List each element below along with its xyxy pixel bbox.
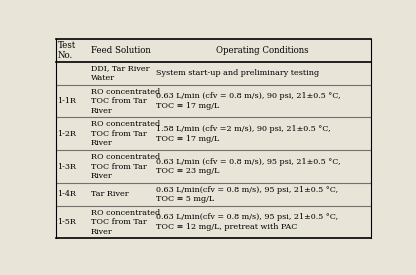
Text: System start-up and preliminary testing: System start-up and preliminary testing — [156, 69, 319, 77]
Text: 0.63 L/min(cfv = 0.8 m/s), 95 psi, 21±0.5 °C,
TOC ≡ 12 mg/L, pretreat with PAC: 0.63 L/min(cfv = 0.8 m/s), 95 psi, 21±0.… — [156, 213, 338, 231]
Text: 1-4R: 1-4R — [57, 190, 77, 198]
Text: 1-5R: 1-5R — [57, 218, 77, 226]
Text: DDI, Tar River
Water: DDI, Tar River Water — [91, 65, 149, 82]
Text: 1-1R: 1-1R — [57, 97, 77, 105]
Text: Operating Conditions: Operating Conditions — [216, 46, 308, 55]
Text: Feed Solution: Feed Solution — [91, 46, 151, 55]
Text: 0.63 L/min(cfv = 0.8 m/s), 95 psi, 21±0.5 °C,
TOC ≡ 5 mg/L: 0.63 L/min(cfv = 0.8 m/s), 95 psi, 21±0.… — [156, 186, 338, 203]
Text: Tar River: Tar River — [91, 190, 128, 198]
Text: 1-3R: 1-3R — [57, 163, 77, 170]
Text: 0.63 L/min (cfv = 0.8 m/s), 95 psi, 21±0.5 °C,
TOC ≡ 23 mg/L: 0.63 L/min (cfv = 0.8 m/s), 95 psi, 21±0… — [156, 158, 341, 175]
Text: RO concentrated
TOC from Tar
River: RO concentrated TOC from Tar River — [91, 87, 160, 114]
Text: RO concentrated
TOC from Tar
River: RO concentrated TOC from Tar River — [91, 120, 160, 147]
Text: 0.63 L/min (cfv = 0.8 m/s), 90 psi, 21±0.5 °C,
TOC ≡ 17 mg/L: 0.63 L/min (cfv = 0.8 m/s), 90 psi, 21±0… — [156, 92, 341, 110]
Text: Test
No.: Test No. — [57, 41, 76, 60]
Text: RO concentrated
TOC from Tar
River: RO concentrated TOC from Tar River — [91, 208, 160, 235]
Text: 1-2R: 1-2R — [57, 130, 77, 138]
Text: 1.58 L/min (cfv =2 m/s), 90 psi, 21±0.5 °C,
TOC ≡ 17 mg/L: 1.58 L/min (cfv =2 m/s), 90 psi, 21±0.5 … — [156, 125, 331, 142]
Text: RO concentrated
TOC from Tar
River: RO concentrated TOC from Tar River — [91, 153, 160, 180]
